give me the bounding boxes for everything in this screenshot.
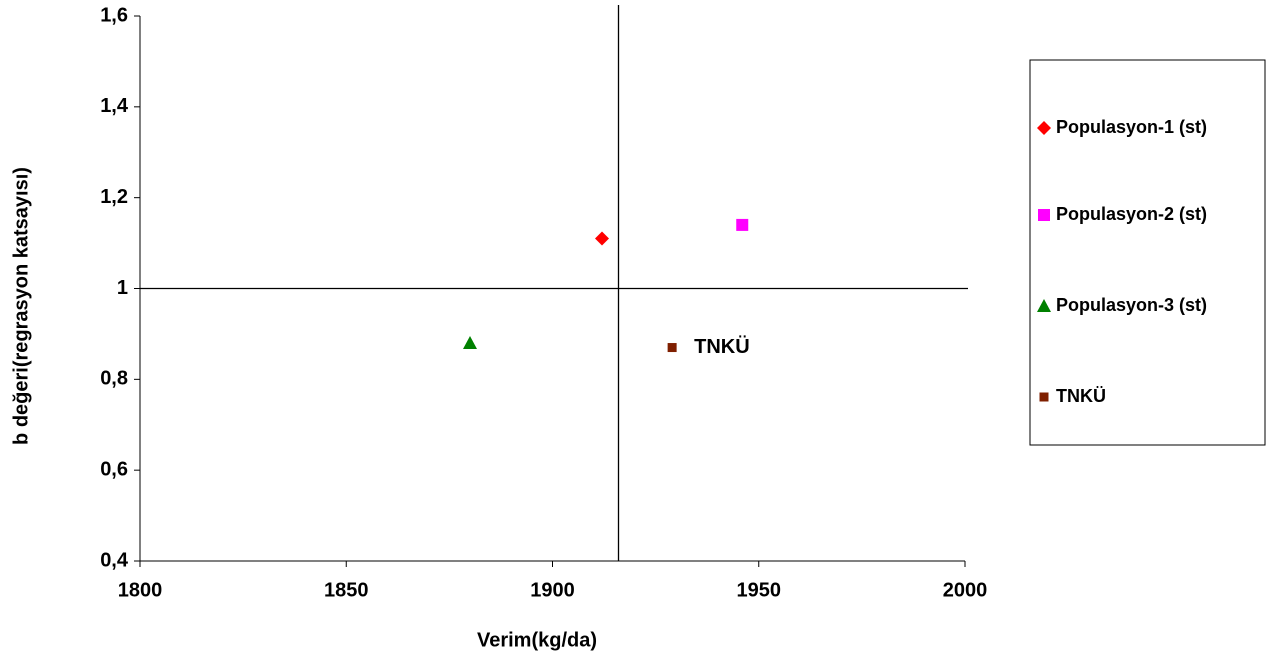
legend-label: Populasyon-2 (st) <box>1056 204 1207 224</box>
legend-label: Populasyon-1 (st) <box>1056 117 1207 137</box>
y-axis-title: b değeri(regrasyon katsayısı) <box>10 167 32 445</box>
legend-marker <box>1037 121 1051 135</box>
legend-marker <box>1038 209 1050 221</box>
y-tick-label: 1 <box>117 277 128 299</box>
y-tick-label: 0,6 <box>100 458 128 480</box>
y-tick-label: 0,4 <box>100 549 129 571</box>
point <box>667 343 677 353</box>
legend-label: TNKÜ <box>1056 386 1106 406</box>
y-tick-label: 1,6 <box>100 4 128 26</box>
y-tick-label: 0,8 <box>100 368 128 390</box>
point-label: TNKÜ <box>694 335 750 358</box>
legend-marker <box>1037 299 1051 312</box>
x-tick-label: 1950 <box>737 579 782 601</box>
x-tick-label: 1900 <box>530 579 575 601</box>
legend-label: Populasyon-3 (st) <box>1056 295 1207 315</box>
legend-marker <box>1039 392 1049 402</box>
x-tick-label: 1800 <box>118 579 163 601</box>
x-tick-label: 2000 <box>943 579 988 601</box>
point <box>463 336 477 349</box>
point <box>736 218 749 231</box>
x-tick-label: 1850 <box>324 579 369 601</box>
y-tick-label: 1,2 <box>100 186 128 208</box>
point <box>595 231 609 246</box>
y-tick-label: 1,4 <box>100 95 129 117</box>
legend-box <box>1029 59 1266 446</box>
x-axis-title: Verim(kg/da) <box>477 629 597 651</box>
